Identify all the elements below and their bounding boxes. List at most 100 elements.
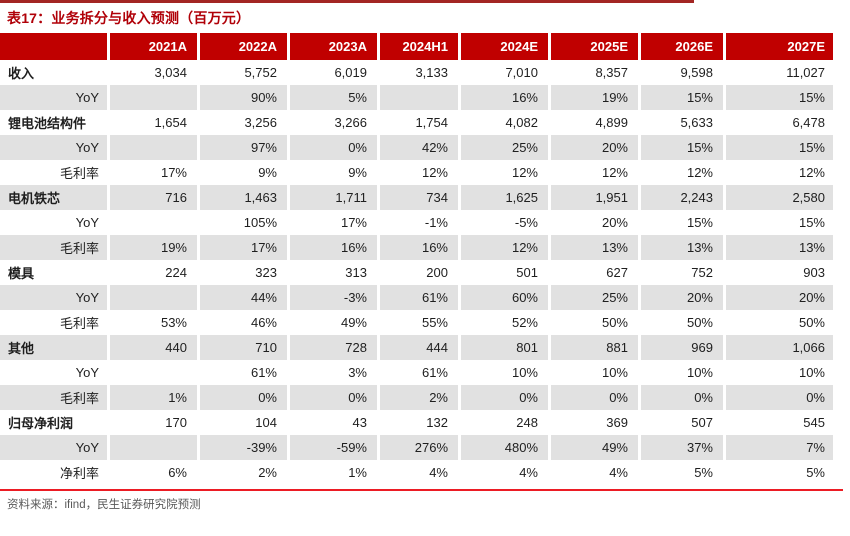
value-cell: 4,899	[548, 110, 638, 135]
value-cell	[107, 285, 197, 310]
value-cell: 1,754	[377, 110, 458, 135]
value-cell: 1%	[287, 460, 377, 485]
value-cell: 9,598	[638, 60, 723, 85]
value-cell: 12%	[458, 235, 548, 260]
table-title: 表17：业务拆分与收入预测（百万元）	[7, 10, 251, 26]
value-cell: 0%	[287, 385, 377, 410]
value-cell: 6,478	[723, 110, 833, 135]
value-cell: 3,034	[107, 60, 197, 85]
row-label: YoY	[75, 215, 99, 230]
table-row: 净利率 6% 2% 1% 4% 4% 4% 5% 5%	[0, 460, 833, 485]
table-row: 其他 440 710 728 444 801 881 969 1,066	[0, 335, 833, 360]
value-cell: 881	[548, 335, 638, 360]
value-cell: 969	[638, 335, 723, 360]
value-cell	[107, 210, 197, 235]
value-cell: 12%	[723, 160, 833, 185]
value-cell: 170	[107, 410, 197, 435]
row-label: 电机铁芯	[0, 185, 107, 210]
value-cell	[107, 135, 197, 160]
value-cell: 7%	[723, 435, 833, 460]
row-label: YoY	[0, 135, 107, 160]
value-cell: 15%	[723, 85, 833, 110]
header-cell-empty	[0, 33, 107, 60]
table-body: 收入 3,034 5,752 6,019 3,133 7,010 8,357 9,598 11,…	[0, 60, 833, 485]
table-row: YoY 44% -3% 61% 60% 25% 20% 20%	[0, 285, 833, 310]
value-cell: 61%	[377, 360, 458, 385]
column-header: 2026E	[638, 33, 723, 60]
value-cell: 0%	[287, 135, 377, 160]
value-cell: 4%	[458, 460, 548, 485]
row-label: YoY	[0, 285, 107, 310]
row-label: 净利率	[59, 466, 99, 481]
value-cell: 0%	[638, 385, 723, 410]
table-row: YoY 90% 5% 16% 19% 15% 15%	[0, 85, 833, 110]
value-cell: 276%	[377, 435, 458, 460]
value-cell: 53%	[107, 310, 197, 335]
value-cell: 13%	[638, 235, 723, 260]
value-cell: 20%	[548, 210, 638, 235]
value-cell: 13%	[723, 235, 833, 260]
value-cell: 2,580	[723, 185, 833, 210]
value-cell: 16%	[287, 235, 377, 260]
table-row: 毛利率 1% 0% 0% 2% 0% 0% 0% 0%	[0, 385, 833, 410]
row-label: 归母净利润	[8, 416, 74, 431]
value-cell: 19%	[548, 85, 638, 110]
value-cell: 728	[287, 335, 377, 360]
column-header: 2021A	[107, 33, 197, 60]
value-cell: 20%	[548, 135, 638, 160]
value-cell: 90%	[197, 85, 287, 110]
table-row: YoY 105% 17% -1% -5% 20% 15% 15%	[0, 210, 833, 235]
value-cell: 60%	[458, 285, 548, 310]
value-cell: 224	[107, 260, 197, 285]
table-row: 收入 3,034 5,752 6,019 3,133 7,010 8,357 9,598 11,…	[0, 60, 833, 85]
value-cell: 10%	[638, 360, 723, 385]
row-label: 毛利率	[0, 235, 107, 260]
value-cell: 6,019	[287, 60, 377, 85]
row-label: 毛利率	[59, 316, 99, 331]
value-cell: 734	[377, 185, 458, 210]
value-cell: 13%	[548, 235, 638, 260]
row-label: YoY	[0, 435, 107, 460]
forecast-table: 2021A 2022A 2023A 2024H1 2024E 2025E 2026E 2027…	[0, 33, 833, 485]
value-cell: -3%	[287, 285, 377, 310]
value-cell: 15%	[638, 210, 723, 235]
value-cell: 752	[638, 260, 723, 285]
row-label: YoY	[0, 85, 107, 110]
value-cell: 903	[723, 260, 833, 285]
value-cell: 4,082	[458, 110, 548, 135]
value-cell: 0%	[723, 385, 833, 410]
value-cell	[107, 360, 197, 385]
value-cell: 19%	[107, 235, 197, 260]
value-cell: 11,027	[723, 60, 833, 85]
value-cell: -59%	[287, 435, 377, 460]
value-cell: 9%	[287, 160, 377, 185]
table-row: 毛利率 17% 9% 9% 12% 12% 12% 12% 12%	[0, 160, 833, 185]
value-cell: 97%	[197, 135, 287, 160]
value-cell: 507	[638, 410, 723, 435]
value-cell: 801	[458, 335, 548, 360]
value-cell: 52%	[458, 310, 548, 335]
value-cell: 12%	[638, 160, 723, 185]
value-cell: 3,266	[287, 110, 377, 135]
value-cell: 132	[377, 410, 458, 435]
value-cell: 16%	[377, 235, 458, 260]
value-cell: 1%	[107, 385, 197, 410]
value-cell: 20%	[638, 285, 723, 310]
value-cell: 15%	[638, 135, 723, 160]
value-cell: 6%	[107, 460, 197, 485]
value-cell: 716	[107, 185, 197, 210]
value-cell: 5%	[638, 460, 723, 485]
value-cell: 3%	[287, 360, 377, 385]
table-header: 2021A 2022A 2023A 2024H1 2024E 2025E 2026E 2027…	[0, 33, 833, 60]
table-row: 毛利率 19% 17% 16% 16% 12% 13% 13% 13%	[0, 235, 833, 260]
value-cell: 10%	[548, 360, 638, 385]
value-cell: 10%	[458, 360, 548, 385]
row-label: 毛利率	[0, 385, 107, 410]
value-cell: 0%	[548, 385, 638, 410]
value-cell: 480%	[458, 435, 548, 460]
value-cell: 3,133	[377, 60, 458, 85]
value-cell: 17%	[197, 235, 287, 260]
header-row: 2021A 2022A 2023A 2024H1 2024E 2025E 2026E 2027…	[0, 33, 833, 60]
value-cell: 248	[458, 410, 548, 435]
